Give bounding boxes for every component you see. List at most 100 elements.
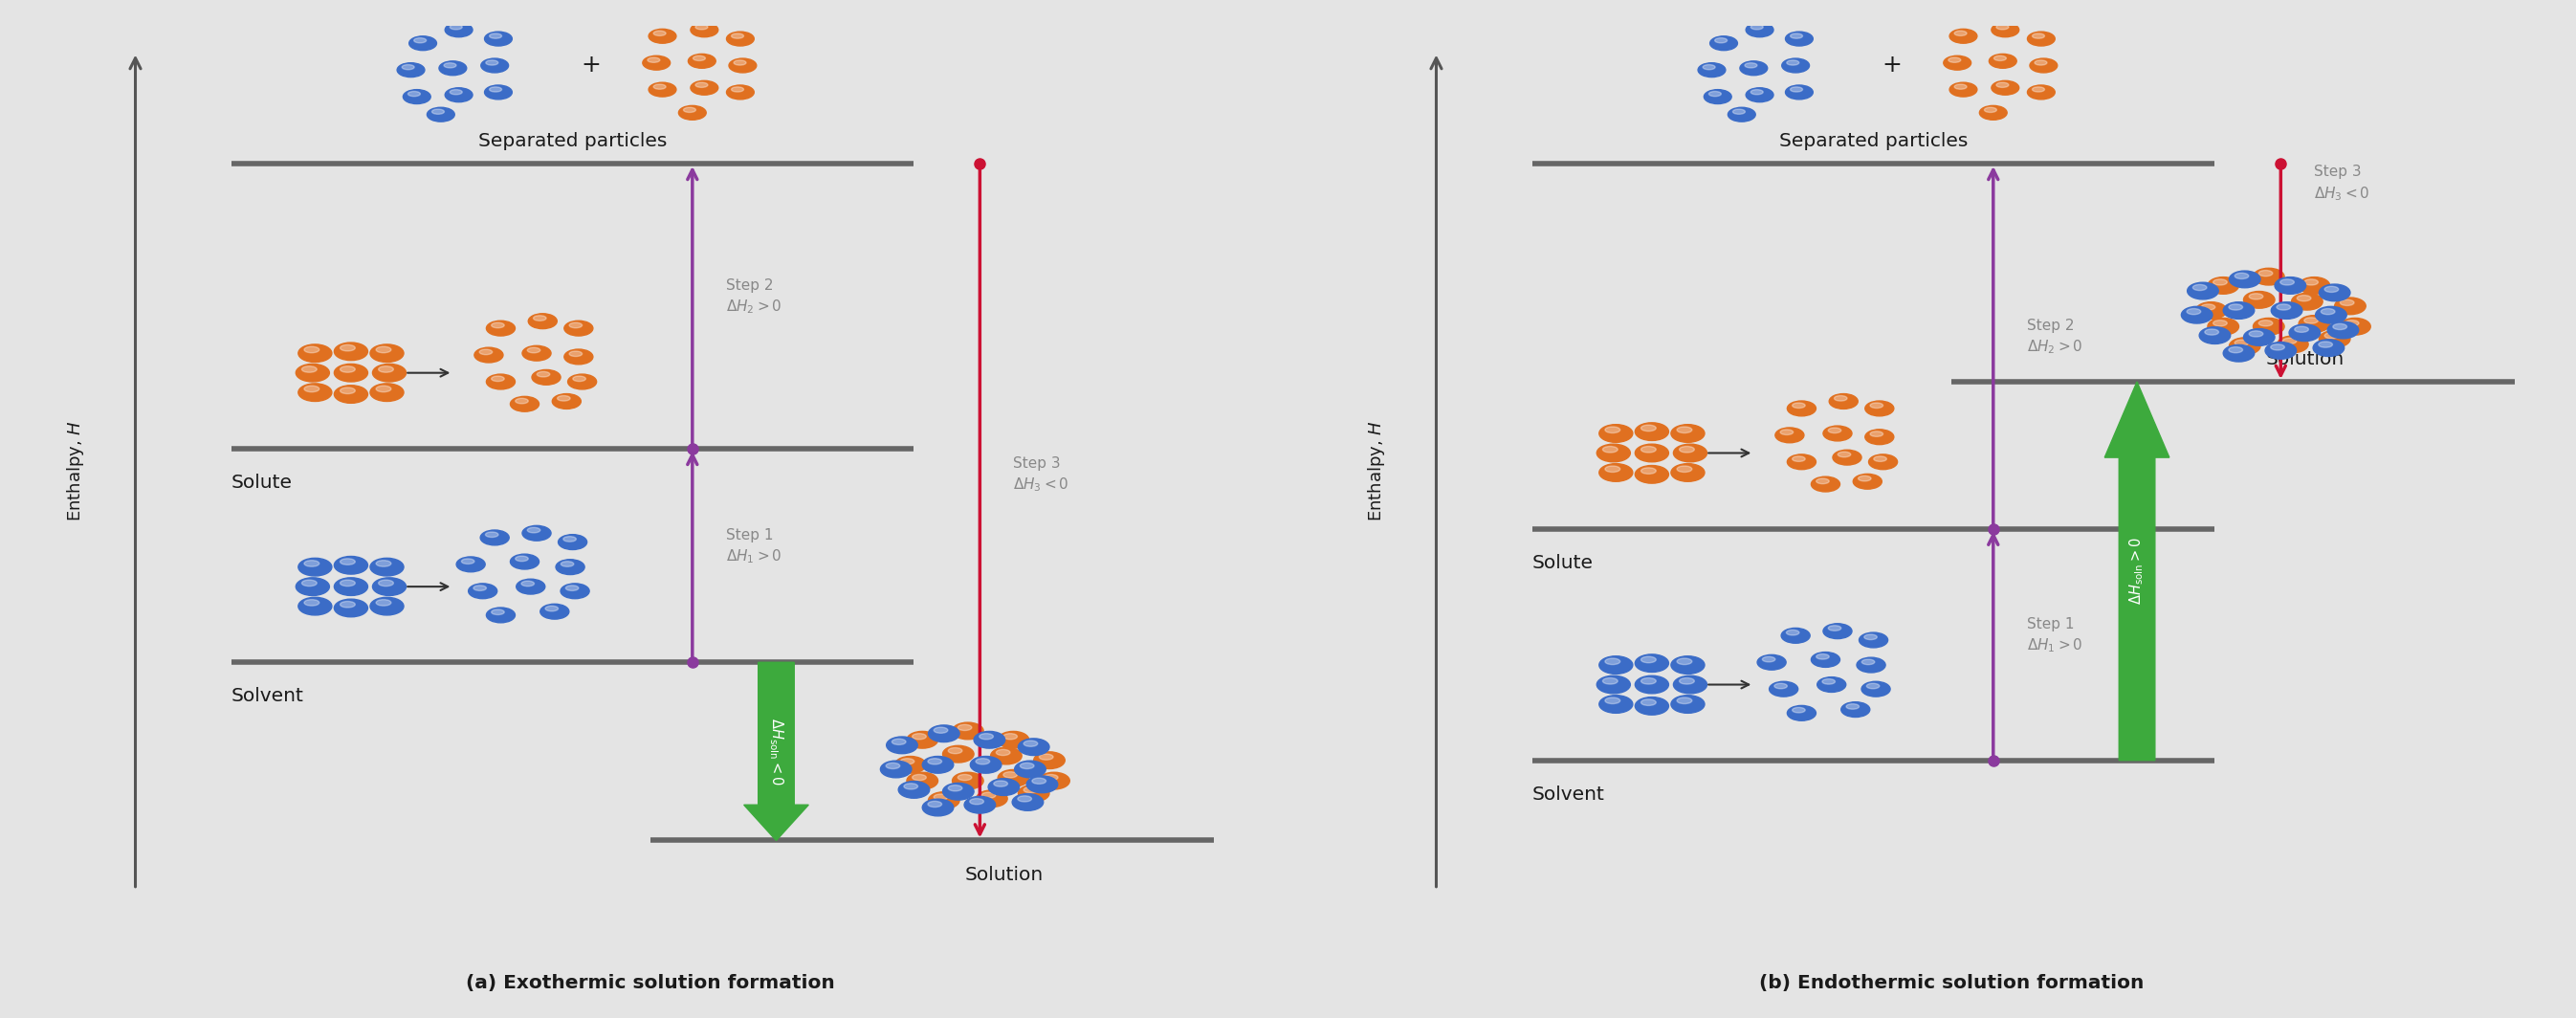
Text: Step 1
$\Delta H_1 > 0$: Step 1 $\Delta H_1 > 0$: [726, 527, 783, 565]
Polygon shape: [2105, 382, 2169, 760]
Ellipse shape: [1680, 678, 1695, 684]
Ellipse shape: [335, 578, 368, 596]
Ellipse shape: [693, 56, 706, 61]
Ellipse shape: [489, 87, 502, 92]
Ellipse shape: [1636, 676, 1669, 693]
Ellipse shape: [569, 323, 582, 328]
Ellipse shape: [1672, 425, 1705, 442]
Ellipse shape: [1605, 697, 1620, 703]
Ellipse shape: [510, 554, 538, 569]
Ellipse shape: [556, 396, 569, 401]
Ellipse shape: [551, 394, 582, 409]
Ellipse shape: [899, 781, 930, 798]
Ellipse shape: [886, 762, 899, 769]
Text: (b) Endothermic solution formation: (b) Endothermic solution formation: [1759, 974, 2143, 992]
Ellipse shape: [1641, 678, 1656, 684]
Ellipse shape: [997, 749, 1010, 755]
Ellipse shape: [1832, 450, 1862, 465]
Ellipse shape: [948, 785, 963, 791]
Ellipse shape: [894, 756, 925, 774]
Ellipse shape: [696, 82, 708, 88]
Ellipse shape: [734, 60, 747, 65]
Ellipse shape: [371, 558, 404, 576]
Ellipse shape: [433, 109, 443, 114]
Ellipse shape: [2027, 32, 2056, 46]
Ellipse shape: [2187, 308, 2200, 315]
Ellipse shape: [1868, 454, 1899, 469]
Ellipse shape: [891, 739, 907, 745]
Ellipse shape: [1641, 657, 1656, 663]
Ellipse shape: [1677, 659, 1692, 665]
Ellipse shape: [677, 106, 706, 120]
Ellipse shape: [2244, 329, 2275, 346]
Ellipse shape: [567, 585, 580, 590]
Ellipse shape: [531, 370, 562, 385]
Ellipse shape: [1785, 630, 1798, 635]
Ellipse shape: [992, 747, 1023, 765]
Ellipse shape: [1816, 654, 1829, 660]
Ellipse shape: [2303, 318, 2318, 324]
Ellipse shape: [1674, 676, 1708, 693]
Ellipse shape: [410, 37, 435, 51]
Ellipse shape: [641, 56, 670, 70]
Ellipse shape: [376, 560, 392, 567]
Ellipse shape: [528, 347, 541, 353]
Ellipse shape: [415, 38, 425, 43]
Ellipse shape: [402, 90, 430, 104]
Text: Separated particles: Separated particles: [479, 132, 667, 151]
Ellipse shape: [2339, 299, 2354, 305]
Ellipse shape: [2269, 344, 2285, 350]
Ellipse shape: [484, 532, 497, 538]
Ellipse shape: [2244, 291, 2275, 308]
Ellipse shape: [690, 80, 719, 95]
Ellipse shape: [1680, 446, 1695, 453]
Ellipse shape: [927, 758, 943, 765]
Ellipse shape: [451, 90, 461, 95]
Ellipse shape: [479, 349, 492, 354]
Text: Enthalpy, $H$: Enthalpy, $H$: [64, 420, 85, 521]
Ellipse shape: [726, 86, 755, 100]
Ellipse shape: [1775, 428, 1803, 443]
Ellipse shape: [304, 386, 319, 392]
Ellipse shape: [2228, 338, 2259, 354]
Ellipse shape: [1677, 697, 1692, 703]
Ellipse shape: [528, 527, 541, 532]
Ellipse shape: [1744, 63, 1757, 68]
Ellipse shape: [979, 734, 994, 739]
Ellipse shape: [564, 349, 592, 364]
Ellipse shape: [1677, 466, 1692, 472]
Ellipse shape: [963, 796, 994, 813]
Ellipse shape: [402, 65, 415, 69]
Ellipse shape: [2290, 325, 2321, 341]
Ellipse shape: [1870, 432, 1883, 437]
Ellipse shape: [379, 580, 394, 586]
Ellipse shape: [523, 525, 551, 541]
Ellipse shape: [2318, 331, 2349, 347]
Ellipse shape: [304, 560, 319, 567]
Ellipse shape: [1842, 702, 1870, 717]
Ellipse shape: [688, 54, 716, 68]
Ellipse shape: [933, 727, 948, 733]
Ellipse shape: [1033, 752, 1064, 769]
Ellipse shape: [443, 63, 456, 68]
Ellipse shape: [1710, 37, 1736, 51]
Ellipse shape: [340, 345, 355, 351]
Ellipse shape: [1788, 705, 1816, 721]
Ellipse shape: [1703, 65, 1716, 69]
Ellipse shape: [2213, 279, 2228, 285]
Ellipse shape: [907, 731, 938, 748]
Ellipse shape: [296, 578, 330, 596]
Ellipse shape: [374, 578, 407, 596]
Ellipse shape: [981, 792, 997, 798]
Ellipse shape: [492, 376, 505, 382]
Ellipse shape: [520, 581, 533, 586]
Ellipse shape: [567, 375, 598, 389]
Ellipse shape: [556, 560, 585, 574]
Ellipse shape: [2205, 329, 2218, 335]
Ellipse shape: [489, 34, 502, 39]
Ellipse shape: [438, 61, 466, 75]
Ellipse shape: [922, 756, 953, 774]
Text: $\Delta H_{\mathrm{soln}} > 0$: $\Delta H_{\mathrm{soln}} > 0$: [2128, 538, 2146, 605]
Ellipse shape: [726, 32, 755, 46]
Ellipse shape: [1636, 444, 1669, 462]
